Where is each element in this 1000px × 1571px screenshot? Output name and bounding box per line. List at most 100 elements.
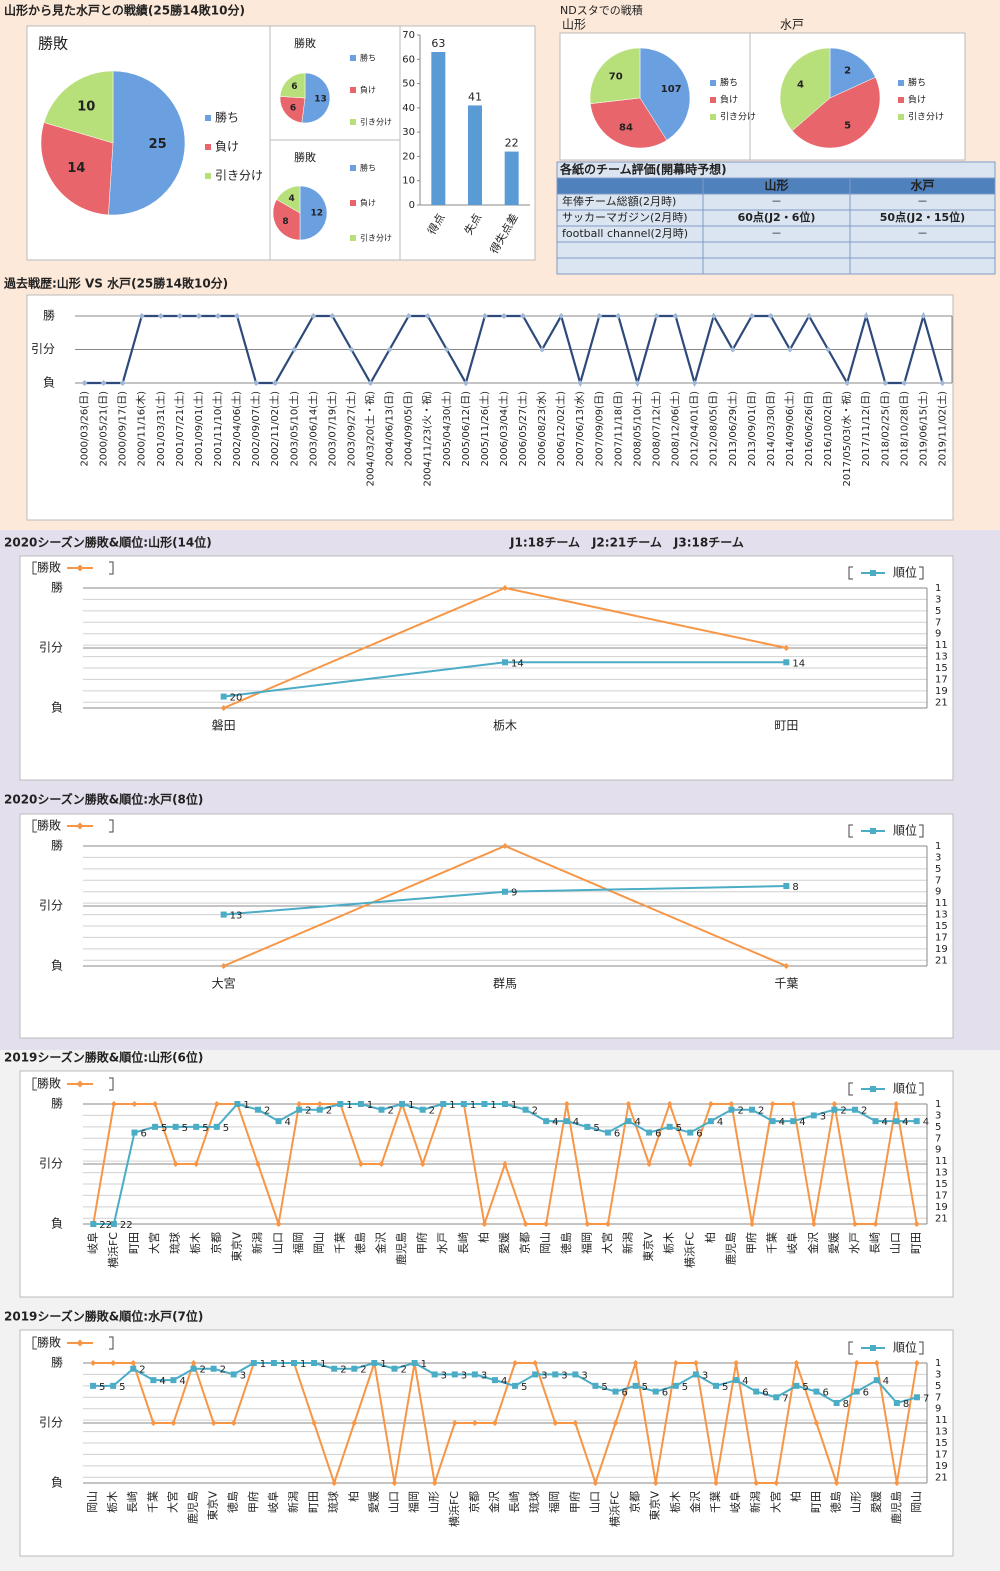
marker [813,1420,820,1426]
y2-tick-label: 17 [935,1449,948,1460]
marker [152,1123,159,1130]
marker [152,1101,159,1107]
x-tick-label: 2002/11/02(土) [268,391,281,467]
marker [502,888,508,895]
data-label: 4 [797,79,804,90]
x-tick-label: 新潟 [621,1232,635,1254]
series-line [93,1361,918,1405]
marker [672,1382,679,1389]
x-tick-label: 2006/03/04(土) [497,391,510,467]
legend-bracket [109,819,114,833]
y2-tick-label: 1 [935,1358,941,1369]
marker [254,1161,261,1167]
y2-tick-label: 11 [935,1156,948,1167]
data-label: 41 [468,90,482,103]
data-label: 1 [470,1100,476,1111]
x-tick-label: 2006/12/02(土) [554,391,567,467]
marker [713,1382,719,1389]
marker [110,1221,117,1227]
y-tick-label: 引分 [39,1416,63,1430]
marker [833,1480,840,1486]
x-tick-label: 2001/03/31(土) [154,391,167,467]
legend-label: 勝敗 [37,560,61,575]
marker [230,1371,237,1378]
legend-bracket [919,1082,924,1096]
marker [625,1101,632,1107]
data-label: 6 [762,1388,768,1399]
x-tick-label: 柏 [476,1232,490,1243]
x-tick-label: 徳島 [829,1491,843,1513]
marker [130,1360,137,1366]
marker [170,1377,177,1384]
marker [131,1101,138,1107]
data-label: 2 [220,1365,226,1376]
data-label: 5 [642,1382,648,1393]
data-label: 5 [182,1123,188,1134]
data-label: 3 [481,1370,487,1381]
x-tick-label: 徳島 [353,1232,367,1254]
marker [462,380,469,386]
x-tick-label: 福岡 [579,1232,593,1254]
data-label: 2 [532,1106,538,1117]
y-tick-label: 50 [402,79,415,90]
x-tick-label: 岐阜 [729,1491,742,1513]
data-label: 13 [314,94,327,104]
marker [604,1129,611,1136]
marker [793,1360,800,1366]
legend-marker [870,1086,876,1092]
marker [110,1382,117,1389]
marker [773,1394,780,1401]
marker [471,1371,478,1378]
data-label: 8 [903,1399,909,1410]
y2-tick-label: 1 [935,841,941,852]
legend-label: 負け [360,85,376,95]
marker [707,1101,714,1107]
y2-tick-label: 11 [935,640,948,651]
legend-label: 勝ち [360,53,376,63]
x-tick-label: 2005/04/30(土) [440,391,453,467]
x-tick-label: 柏 [788,1491,802,1502]
data-label: 8 [792,882,798,893]
y2-tick-label: 7 [935,1133,941,1144]
x-tick-label: 2001/11/10(土) [211,391,224,467]
marker [316,1101,323,1107]
marker [150,1377,157,1384]
pie-slice [276,185,301,214]
pie-slice [590,97,668,149]
legend-label: 順位 [893,565,917,580]
x-tick-label: 京都 [467,1491,481,1513]
marker [110,1360,117,1366]
data-label: 3 [581,1370,587,1381]
marker [543,1221,550,1227]
table-cell: 50点(J2・15位) [880,210,965,224]
marker [220,963,227,969]
legend-swatch [205,115,211,121]
x-tick-label: 琉球 [527,1491,541,1513]
x-tick-label: 山形 [850,1491,863,1513]
table-header: 水戸 [910,178,934,193]
marker [502,585,508,591]
y2-tick-label: 7 [935,1392,941,1403]
data-label: 2 [360,1365,366,1376]
marker [913,1118,920,1125]
table-row-bg [556,257,996,275]
x-tick-label: 千葉 [708,1491,722,1513]
data-label: 6 [863,1388,869,1399]
x-tick-label: 千葉 [332,1232,346,1254]
x-tick-label: 2018/02/25(日) [880,391,891,467]
y2-tick-label: 15 [935,1438,948,1449]
x-tick-label: 東京V [648,1491,662,1521]
marker [100,380,107,386]
data-label: 63 [431,37,445,50]
y-tick-label: 勝 [51,838,63,853]
data-label: 1 [260,1359,266,1370]
marker [813,1388,820,1395]
table-title: 各紙のチーム評価(開幕時予想) [559,162,727,177]
marker [90,1221,97,1227]
x-tick-label: 町田 [307,1491,320,1513]
legend-label: 引き分け [360,118,392,127]
marker [646,1161,653,1167]
marker [584,1123,591,1130]
marker [790,1101,797,1107]
x-tick-label: 愛媛 [366,1491,380,1513]
